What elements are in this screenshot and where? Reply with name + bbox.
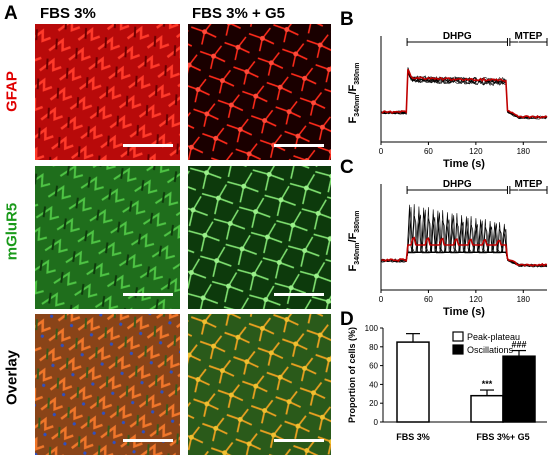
x-tick-label: 120 <box>469 295 483 304</box>
row-label-gfap: GFAP <box>3 71 21 112</box>
scale-bar <box>274 144 324 147</box>
chart-d-y-ticks: 0 20 40 60 80 100 <box>365 324 383 427</box>
y-tick-label: 0 <box>374 418 379 427</box>
chart-d-y-label: Proportion of cells (%) <box>347 327 357 423</box>
x-tick-label: 60 <box>424 295 433 304</box>
x-tick-label: 0 <box>379 147 384 156</box>
micrograph-overlay-fbs <box>35 314 180 455</box>
legend-label: Oscillations <box>467 345 514 355</box>
y-label-sub1: 340nm <box>354 243 361 265</box>
mean-trace <box>380 236 548 267</box>
bar-peak-plateau <box>396 341 430 423</box>
column-title-fbs-g5: FBS 3% + G5 <box>192 5 285 22</box>
x-tick-label: 180 <box>517 147 531 156</box>
micrograph-overlay-fbs-image <box>35 314 180 455</box>
micrograph-mglur5-fbs-image <box>35 166 180 309</box>
x-tick-label: 120 <box>469 147 483 156</box>
y-label-sep: /F <box>347 84 359 94</box>
x-tick-label: 180 <box>517 295 531 304</box>
y-tick-label: 20 <box>369 399 378 408</box>
scale-bar <box>123 439 173 442</box>
micrograph-gfap-g5-image <box>188 24 331 160</box>
y-label-sep: /F <box>347 232 359 242</box>
column-title-fbs: FBS 3% <box>40 5 96 22</box>
chart-c-x-label: Time (s) <box>443 306 485 318</box>
chart-d-axes <box>382 328 547 423</box>
scale-bar <box>274 293 324 296</box>
chart-c-y-label: F340nm/F380nm <box>347 211 361 272</box>
bar-oscillations <box>502 355 536 423</box>
chart-b-x-ticks: 0 60 120 180 <box>379 142 531 156</box>
legend-label: Peak-plateau <box>467 332 520 342</box>
scale-bar <box>274 439 324 442</box>
bar-peak-plateau <box>470 394 504 423</box>
micrograph-overlay-g5 <box>188 314 331 455</box>
chart-b: 0 60 120 180 DHPG MTEP Time (s) F340nm/F380n… <box>347 30 548 170</box>
chart-c: 0 60 120 180 DHPG MTEP Time (s) F340nm/F380n… <box>347 178 548 318</box>
legend-swatch <box>452 331 464 342</box>
panel-letter-c: C <box>340 157 354 178</box>
micrograph-overlay-g5-image <box>188 314 331 455</box>
panel-letter-a: A <box>4 3 18 24</box>
significance-label: *** <box>482 379 493 389</box>
significance-label: ### <box>511 340 526 350</box>
annotation-label: MTEP <box>515 179 543 190</box>
chart-d-bars: FBS 3% FBS 3%+ G5 *** ### <box>396 333 536 442</box>
legend-swatch <box>452 344 464 355</box>
annotation-label: DHPG <box>443 31 472 42</box>
y-tick-label: 100 <box>365 324 379 333</box>
chart-b-y-label: F340nm/F380nm <box>347 63 361 124</box>
row-label-overlay: Overlay <box>3 349 21 406</box>
micrograph-mglur5-fbs <box>35 166 180 309</box>
y-label-f: F <box>347 264 359 271</box>
y-tick-label: 60 <box>369 362 378 371</box>
scale-bar <box>123 293 173 296</box>
x-tick-label: 0 <box>379 295 384 304</box>
chart-c-x-ticks: 0 60 120 180 <box>379 290 531 304</box>
micrograph-gfap-fbs <box>35 24 180 160</box>
x-tick-label: 60 <box>424 147 433 156</box>
category-label: FBS 3% <box>396 432 430 442</box>
cell-trace <box>380 204 548 268</box>
chart-d-legend: Peak-plateau Oscillations <box>452 331 520 355</box>
panel-letter-b: B <box>340 9 354 30</box>
chart-c-annotations: DHPG MTEP <box>406 178 548 194</box>
category-label: FBS 3%+ G5 <box>476 432 529 442</box>
y-label-sub2: 380nm <box>354 211 361 233</box>
micrograph-mglur5-g5-image <box>188 166 331 309</box>
scale-bar <box>123 144 173 147</box>
row-label-mglur5: mGluR5 <box>3 202 21 261</box>
y-label-sub1: 340nm <box>354 95 361 117</box>
y-tick-label: 40 <box>369 380 378 389</box>
panel-letter-d: D <box>340 309 354 330</box>
chart-b-annotations: DHPG MTEP <box>406 30 548 46</box>
annotation-label: DHPG <box>443 179 472 190</box>
y-label-sub2: 380nm <box>354 63 361 85</box>
chart-c-traces <box>380 204 548 268</box>
micrograph-gfap-g5 <box>188 24 331 160</box>
chart-d: FBS 3% FBS 3%+ G5 *** ### 0 20 40 60 80 100 Peak… <box>347 324 547 442</box>
chart-b-traces <box>380 67 548 120</box>
y-tick-label: 80 <box>369 343 378 352</box>
annotation-label: MTEP <box>515 31 543 42</box>
micrograph-gfap-fbs-image <box>35 24 180 160</box>
mean-trace <box>380 68 548 119</box>
chart-b-x-label: Time (s) <box>443 158 485 170</box>
micrograph-mglur5-g5 <box>188 166 331 309</box>
y-label-f: F <box>347 116 359 123</box>
